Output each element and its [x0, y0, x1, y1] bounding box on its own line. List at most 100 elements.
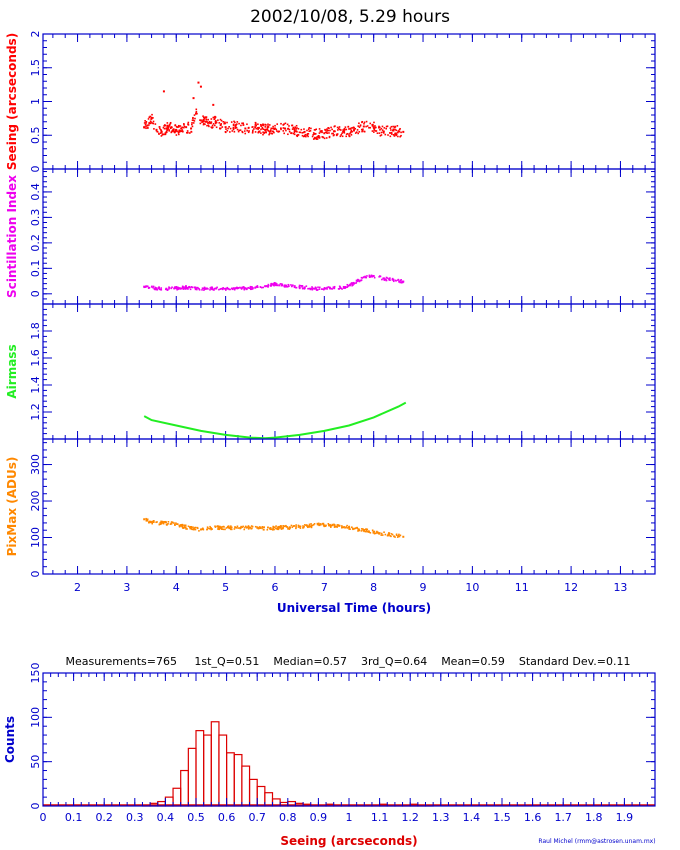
data-point	[149, 120, 152, 123]
data-point	[259, 526, 262, 529]
data-point	[369, 122, 372, 125]
data-point	[244, 132, 247, 135]
data-point	[278, 284, 280, 287]
data-point	[362, 528, 364, 530]
data-point	[236, 128, 239, 131]
data-point	[227, 127, 229, 130]
seeing-panel: 0 0.5 1 1.5 2 Seeing (arcseconds)	[5, 31, 656, 173]
data-point	[268, 133, 270, 136]
data-point	[305, 135, 307, 138]
data-point	[220, 287, 222, 290]
data-point	[287, 133, 289, 136]
data-point	[211, 528, 213, 530]
data-point	[402, 130, 405, 133]
y-tick-label: 2	[29, 31, 42, 38]
data-point	[148, 521, 151, 524]
data-point	[326, 128, 328, 130]
data-point	[176, 523, 179, 525]
data-point	[357, 530, 359, 532]
data-point	[157, 287, 160, 290]
data-point	[277, 525, 280, 528]
data-point	[346, 524, 348, 527]
data-point	[203, 122, 205, 125]
data-point	[276, 528, 279, 531]
data-point	[346, 527, 349, 529]
data-point	[311, 135, 314, 138]
data-point	[360, 528, 363, 530]
data-point	[208, 125, 210, 128]
x-tick-label: 4	[173, 581, 180, 594]
data-point	[346, 132, 349, 135]
data-point	[265, 131, 267, 133]
data-point	[285, 526, 288, 528]
data-point	[234, 127, 237, 129]
histogram-bar	[248, 778, 258, 807]
data-point	[217, 525, 219, 527]
data-point	[161, 133, 164, 135]
data-point	[261, 526, 264, 528]
data-point	[332, 134, 335, 137]
data-point	[394, 133, 396, 136]
data-point	[315, 137, 318, 139]
data-point	[206, 526, 209, 528]
data-point	[333, 285, 336, 288]
data-point	[191, 125, 194, 128]
data-point	[316, 138, 319, 140]
data-point	[305, 285, 308, 287]
data-point	[358, 529, 360, 532]
data-point	[318, 288, 321, 290]
data-point	[277, 528, 280, 531]
data-point	[298, 525, 301, 527]
data-point	[180, 130, 183, 133]
data-point	[330, 524, 333, 527]
data-point	[168, 130, 171, 132]
data-point	[366, 125, 369, 127]
data-point	[181, 526, 184, 529]
data-point	[343, 286, 346, 289]
y-tick-label: 200	[29, 491, 42, 512]
x-tick-label: 0.8	[279, 811, 297, 824]
data-point	[365, 120, 368, 123]
data-point	[143, 518, 146, 521]
data-point	[220, 119, 223, 122]
data-point	[227, 526, 229, 529]
data-point	[371, 275, 374, 278]
data-point	[269, 130, 272, 133]
data-point	[221, 526, 223, 528]
data-point	[166, 129, 169, 131]
data-point	[326, 286, 328, 289]
data-point	[293, 131, 296, 133]
data-point	[380, 532, 383, 535]
data-point	[293, 525, 296, 527]
data-point	[226, 129, 229, 132]
data-point	[396, 125, 399, 127]
data-point	[383, 130, 385, 133]
data-point	[303, 134, 306, 137]
data-point	[186, 132, 189, 134]
data-point	[364, 530, 367, 533]
data-point	[145, 519, 148, 521]
data-point	[160, 129, 162, 131]
data-point	[209, 122, 212, 125]
data-point	[153, 128, 155, 130]
data-point	[315, 288, 318, 291]
data-point	[143, 122, 146, 124]
data-point	[342, 526, 345, 529]
data-point	[268, 132, 271, 135]
data-point	[264, 285, 267, 288]
data-point	[392, 125, 394, 128]
data-point	[262, 131, 264, 134]
data-point	[399, 281, 402, 284]
data-point	[276, 123, 279, 125]
data-point	[251, 287, 254, 290]
data-point	[311, 286, 313, 288]
data-point	[397, 130, 400, 132]
data-point	[379, 129, 381, 131]
data-point	[171, 286, 173, 289]
data-point	[152, 122, 155, 125]
data-point	[176, 126, 178, 128]
data-point	[399, 534, 402, 537]
data-point	[301, 285, 303, 288]
data-point	[337, 129, 339, 131]
data-point	[155, 130, 158, 132]
